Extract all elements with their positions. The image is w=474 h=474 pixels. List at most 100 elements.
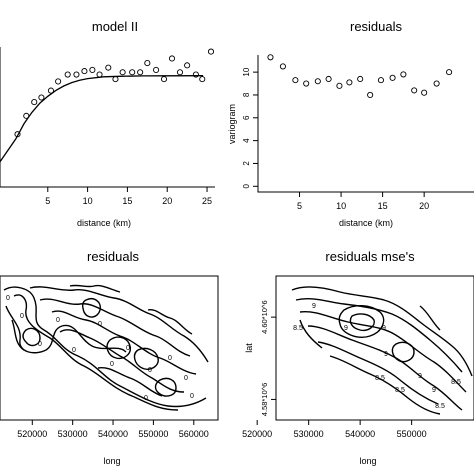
panel4-plot-frame: [275, 275, 474, 421]
panel1-point: [81, 68, 88, 75]
panel1-point: [144, 60, 151, 67]
panel2-y-ticks: 0 2 4 6 8 10: [242, 67, 258, 189]
panel2-point: [346, 79, 353, 86]
panel3-xlabel: long: [103, 456, 120, 466]
panel3-contour-label: 0: [168, 355, 172, 362]
panel2-point: [411, 87, 418, 94]
panel2-point: [279, 63, 286, 70]
panel3-x-tick-label: 550000: [138, 429, 168, 439]
panel2-y-tick-label: 10: [242, 67, 251, 76]
panel3-contour-label: 0: [38, 341, 42, 348]
panel-model-ii: model II 5 10 15 20 25 distance (km): [0, 19, 215, 228]
panel2-x-tick-label: 5: [297, 201, 302, 211]
panel2-points: [267, 54, 453, 99]
panel2-point: [325, 75, 332, 83]
panel2-y-tick-label: 2: [242, 161, 251, 166]
panel3-x-ticks: 520000 530000 540000 550000 560000: [17, 420, 209, 439]
panel1-point: [153, 66, 160, 74]
panel1-point: [31, 99, 38, 106]
panel4-contours: [291, 286, 473, 415]
panel1-fitted-curve: [0, 75, 204, 163]
panel4-contour-label: 8.5: [293, 325, 303, 332]
panel3-contour-label: 0: [190, 393, 194, 400]
panel2-point: [446, 69, 453, 76]
panel2-x-tick-label: 20: [419, 201, 429, 211]
panel1-title: model II: [92, 19, 138, 34]
panel1-point: [14, 131, 21, 138]
panel2-xlabel: distance (km): [339, 218, 393, 228]
panel2-ylabel: variogram: [227, 104, 237, 144]
panel1-point: [47, 87, 55, 94]
panel1-point: [55, 78, 62, 85]
panel1-point: [38, 94, 45, 101]
panel1-point: [112, 76, 119, 83]
panel3-contour-labels: 0 0 0 0 0 0 0 0 0 0 0 0 0: [6, 295, 194, 402]
panel2-point: [367, 91, 374, 99]
panel4-contour-label: 9: [312, 303, 316, 310]
panel2-point: [267, 54, 274, 61]
panel3-plot-frame: [0, 275, 219, 421]
panel3-contour-label: 0: [56, 317, 60, 324]
panel1-point: [199, 76, 206, 83]
panel1-x-ticks: 5 10 15 20 25: [45, 187, 212, 206]
panel1-x-tick-label: 10: [83, 196, 93, 206]
panel3-contour-label: 0: [20, 313, 24, 320]
panel1-point: [168, 55, 176, 62]
panel2-title: residuals: [350, 19, 403, 34]
panel2-point: [389, 74, 396, 81]
panel4-contour-labels: 9 8.5 9 9 9 8.5 8.5 9 9 8.5 8.5: [293, 303, 461, 410]
panel3-contour-label: 0: [148, 367, 152, 374]
panel1-point: [89, 66, 96, 74]
panel2-point: [357, 75, 364, 83]
panel1-point: [176, 69, 184, 76]
panel3-x-tick-label: 540000: [98, 429, 128, 439]
panel-residuals-variogram: residuals 0 2 4 6 8 10 5 10 15 20 variogram dist…: [227, 19, 474, 228]
panel3-contour-label: 0: [126, 345, 130, 352]
panel4-contour-label: 9: [432, 387, 436, 394]
panel1-x-tick-label: 25: [202, 196, 212, 206]
panel4-x-tick-label: 550000: [397, 429, 427, 439]
panel4-x-tick-label: 530000: [294, 429, 324, 439]
panel1-axis-frame: [0, 47, 215, 188]
panel4-contour-label: 9: [418, 373, 422, 380]
panel3-x-tick-label: 560000: [179, 429, 209, 439]
panel2-y-tick-label: 4: [242, 138, 251, 143]
panel4-x-tick-label: 520000: [242, 429, 272, 439]
panel2-y-tick-label: 0: [242, 184, 251, 189]
panel4-contour-label: 9: [382, 325, 386, 332]
panel4-contour-label: 8.5: [435, 403, 445, 410]
panel3-x-tick-label: 520000: [17, 429, 47, 439]
panel4-x-ticks: 520000 530000 540000 550000: [242, 420, 427, 439]
panel1-x-tick-label: 20: [162, 196, 172, 206]
panel1-x-tick-label: 15: [122, 196, 132, 206]
panel4-ylabel: lat: [244, 343, 254, 353]
panel4-xlabel: long: [359, 456, 376, 466]
panel3-contour-label: 0: [72, 347, 76, 354]
panel2-point: [377, 77, 385, 84]
panel2-point: [433, 80, 440, 87]
panel1-point: [207, 48, 215, 55]
panel3-x-tick-label: 530000: [58, 429, 88, 439]
panel4-contour-label: 8.5: [395, 387, 405, 394]
panel1-point: [184, 62, 191, 69]
panel4-title: residuals mse's: [325, 249, 415, 264]
panel3-contour-label: 0: [98, 321, 102, 328]
panel1-point: [23, 112, 30, 119]
panel2-point: [314, 78, 321, 85]
panel4-contour-label: 8.5: [451, 379, 461, 386]
panel1-point: [73, 71, 80, 78]
panel1-point: [192, 71, 199, 78]
panel4-y-ticks: 4.58*10^6 4.60*10^6: [260, 300, 276, 416]
panel2-point: [303, 80, 310, 87]
panel4-y-tick-label: 4.60*10^6: [260, 300, 269, 334]
panel1-points: [14, 48, 215, 138]
panel2-x-ticks: 5 10 15 20: [297, 192, 429, 211]
panel4-contour-label: 9: [344, 325, 348, 332]
panel3-contour-label: 0: [184, 375, 188, 382]
panel2-point: [336, 82, 343, 89]
panel-residuals-contour: residuals 0 0 0 0 0 0 0 0 0 0 0 0 0 520000 530000 5400…: [0, 249, 219, 466]
panel2-y-tick-label: 8: [242, 92, 251, 97]
panel1-x-tick-label: 5: [45, 196, 50, 206]
panel1-point: [105, 64, 112, 71]
